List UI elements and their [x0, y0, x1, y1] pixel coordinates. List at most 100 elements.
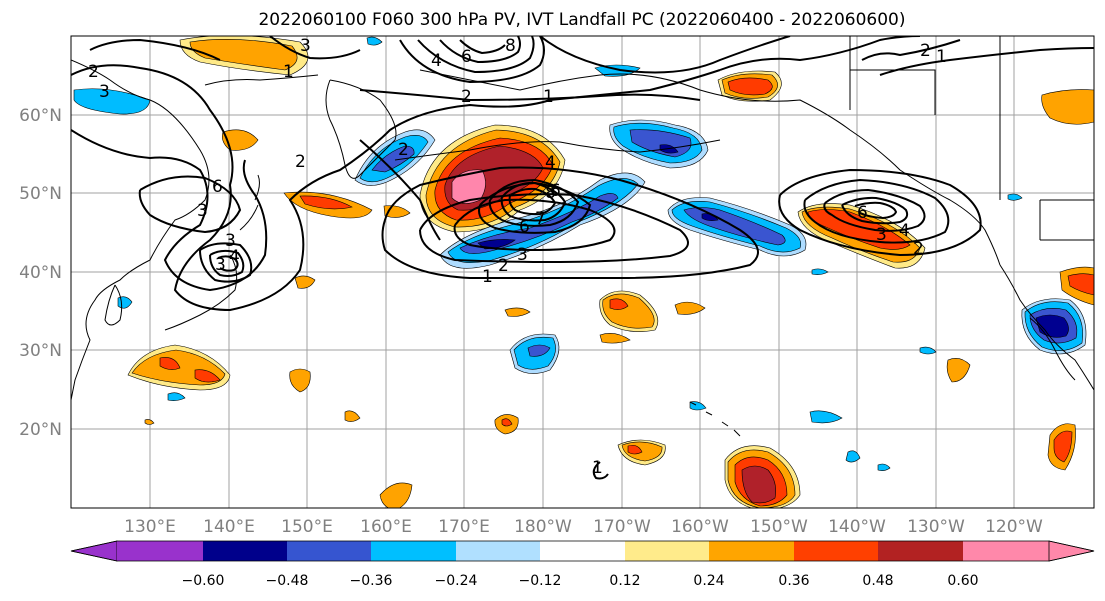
lat-label: 30°N [19, 341, 62, 361]
contour-label: 2 [295, 152, 306, 172]
contour-line [459, 39, 506, 55]
contour-line [778, 168, 982, 257]
lon-label: 130°E [124, 517, 176, 537]
contour-line [89, 38, 221, 61]
colorbar-tick: −0.24 [435, 573, 478, 589]
contour-line [879, 47, 1094, 76]
lon-label: 140°W [828, 517, 886, 537]
contour-line [269, 36, 361, 60]
contour-label: 6 [212, 177, 223, 197]
shade-positive [946, 358, 971, 383]
contour-line [803, 178, 950, 244]
contour-label: 3 [197, 201, 208, 221]
contour-line [71, 64, 721, 312]
lon-label: 130°W [907, 517, 965, 537]
contour-label: 2 [913, 239, 924, 259]
coast-kamchatka [325, 79, 397, 179]
lon-label: 160°W [671, 517, 729, 537]
colorbar-segment [117, 541, 203, 561]
shade-positive [504, 307, 531, 317]
contour-line [417, 36, 535, 74]
shade-negative [811, 268, 829, 275]
latitude-labels: 60°N 50°N 40°N 30°N 20°N [19, 106, 62, 440]
contour-label: 3 [99, 82, 110, 102]
contour-label: 1 [482, 267, 493, 287]
shade-negative [877, 463, 891, 471]
contour-label: 2 [920, 41, 931, 61]
contour-label-group: 3 1 2 3 8 6 4 2 3 3 2 3 4 6 1 2 1 2 4 8 [88, 36, 947, 478]
colorbar-extend-high [1048, 540, 1095, 562]
shade-positive [189, 38, 298, 71]
contour-label: 3 [225, 231, 236, 251]
contour-line [71, 129, 268, 292]
colorbar-tick: −0.12 [519, 573, 562, 589]
map-panel: 3 1 2 3 8 6 4 2 3 3 2 3 4 6 1 2 1 2 4 8 [70, 35, 1095, 509]
contour-line [399, 36, 545, 84]
coast-baja [1029, 317, 1076, 381]
shade-positive [294, 275, 316, 289]
lat-label: 60°N [19, 106, 62, 126]
colorbar-segment [287, 541, 371, 561]
shade-positive [741, 465, 776, 504]
shade-positive [344, 410, 361, 422]
colorbar-tick: −0.60 [182, 573, 225, 589]
shade-negative [845, 450, 861, 463]
contour-line [199, 242, 253, 283]
shade-positive [1041, 89, 1094, 125]
contour-label: 1 [543, 87, 554, 107]
hawaii [689, 401, 741, 437]
contour-line [138, 175, 242, 234]
colorbar-segment [203, 541, 287, 561]
shade-negative [527, 344, 551, 357]
contour-line [359, 89, 701, 102]
shade-negative [366, 36, 383, 46]
contour-label: 6 [461, 47, 472, 67]
shade-negative [73, 88, 151, 115]
shade-negative [1007, 193, 1023, 201]
contour-line [719, 36, 921, 71]
contour-label: 3 [876, 225, 887, 245]
contour-label: 2 [88, 62, 99, 82]
coastlines [71, 36, 1094, 437]
contour-line [500, 181, 567, 222]
shade-negative [809, 410, 843, 424]
contour-label: 4 [545, 153, 556, 173]
colorbar-segment [371, 541, 456, 561]
lon-label: 170°W [593, 517, 651, 537]
colorbar-tick: 0.48 [862, 573, 893, 589]
contour-line [508, 187, 557, 216]
contour-label: 4 [431, 51, 442, 71]
contour-label: 2 [398, 140, 409, 160]
colorbar-segment [625, 541, 709, 561]
contour-label: 8 [545, 183, 556, 203]
longitude-labels: 130°E 140°E 150°E 160°E 170°E 180°W 170°… [124, 517, 1043, 537]
shade-positive [627, 444, 643, 455]
contour-label: 6 [519, 217, 530, 237]
shade-positive [299, 195, 353, 210]
shade-positive [379, 482, 413, 508]
contour-label: 7 [535, 209, 546, 229]
shade-negative [459, 193, 619, 254]
shade-positive [1053, 430, 1073, 463]
contour-line [823, 188, 926, 232]
coast-asia [71, 59, 210, 401]
colorbar-extend-low [70, 540, 118, 562]
colorbar [70, 540, 1095, 562]
colorbar-tick: 0.24 [693, 573, 724, 589]
contour-line [419, 193, 689, 264]
coast-aleutians [394, 139, 721, 161]
lon-label: 120°W [985, 517, 1043, 537]
shade-positive [501, 418, 513, 427]
colorbar-tick-labels: −0.60 −0.48 −0.36 −0.24 −0.12 0.12 0.24 … [182, 573, 979, 589]
contour-line [854, 201, 898, 220]
shade-positive [222, 129, 259, 151]
contour-line [217, 255, 239, 272]
shade-negative [167, 392, 186, 401]
contour-line [539, 36, 791, 74]
colorbar-outline [70, 540, 1095, 562]
contour-line [359, 139, 441, 241]
contour-label: 1 [592, 458, 603, 478]
contour-label: 2 [498, 256, 509, 276]
shade-positive [1067, 273, 1094, 296]
colorbar-tick: −0.36 [350, 573, 393, 589]
